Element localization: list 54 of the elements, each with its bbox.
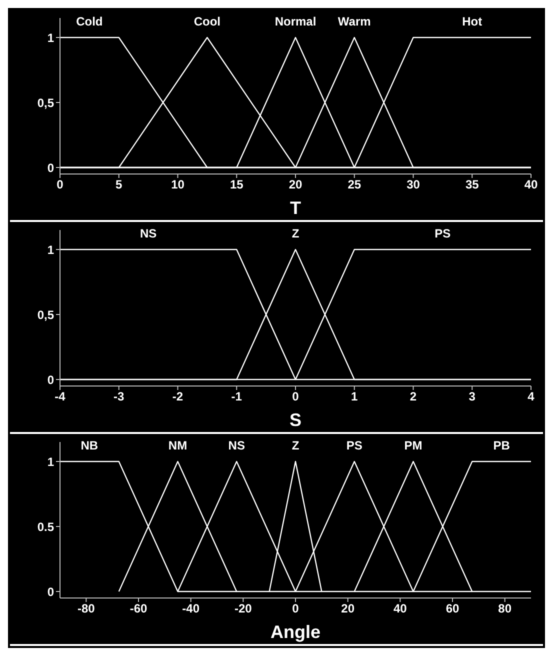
series-label: Normal (274, 14, 316, 28)
x-tick-label: 1 (351, 390, 358, 404)
y-tick-label: 1 (47, 30, 54, 45)
x-tick-label: 10 (171, 178, 185, 192)
series-label: NM (168, 438, 188, 452)
x-tick-label: 0 (56, 178, 64, 192)
series-label: Cold (76, 14, 103, 28)
x-tick-label: -2 (172, 390, 184, 404)
x-tick-label: 5 (116, 178, 123, 192)
series-label: Z (292, 438, 300, 452)
x-tick-label: -60 (130, 602, 148, 616)
series-label: PS (346, 438, 362, 452)
x-tick-label: -4 (54, 390, 66, 404)
x-tick-label: 40 (524, 178, 538, 192)
x-tick-label: 2 (410, 390, 417, 404)
y-tick-label: 0,5 (37, 96, 54, 110)
series-label: NS (140, 226, 157, 240)
series-label: Z (292, 226, 300, 240)
y-tick-label: 0,5 (37, 308, 54, 322)
x-tick-label: 25 (348, 178, 362, 192)
y-tick-label: 0 (47, 160, 54, 175)
y-tick-label: 0 (47, 372, 54, 387)
y-tick-label: 0 (47, 584, 54, 599)
x-tick-label: 15 (230, 178, 244, 192)
x-axis-title: T (290, 198, 301, 218)
x-tick-label: 4 (528, 390, 535, 404)
y-tick-label: 0.5 (37, 520, 54, 534)
x-tick-label: 80 (498, 602, 512, 616)
x-axis-title: S (289, 410, 302, 430)
series-label: Warm (338, 14, 371, 28)
x-tick-label: -3 (114, 390, 125, 404)
series-label: Hot (462, 14, 482, 28)
x-tick-label: 0 (292, 602, 300, 616)
x-tick-label: -40 (182, 602, 200, 616)
x-tick-label: 3 (468, 390, 476, 404)
y-tick-label: 1 (47, 242, 54, 257)
series-label: PS (434, 226, 451, 240)
x-tick-label: 40 (393, 602, 408, 616)
series-label: NS (228, 438, 245, 452)
x-tick-label: 0 (292, 390, 300, 404)
series-label: PB (493, 438, 510, 452)
x-tick-label: 20 (288, 178, 302, 192)
series-label: PM (404, 438, 422, 452)
series-label: NB (80, 438, 98, 452)
x-tick-label: 20 (341, 602, 355, 616)
series-label: Cool (194, 14, 221, 28)
x-axis-title: Angle (270, 622, 321, 642)
x-tick-label: -80 (77, 602, 96, 616)
x-tick-label: 60 (446, 602, 460, 616)
x-tick-label: -1 (231, 390, 242, 404)
x-tick-label: 35 (465, 178, 480, 192)
y-tick-label: 1 (47, 454, 54, 469)
x-tick-label: -20 (234, 602, 252, 616)
x-tick-label: 30 (406, 178, 420, 192)
